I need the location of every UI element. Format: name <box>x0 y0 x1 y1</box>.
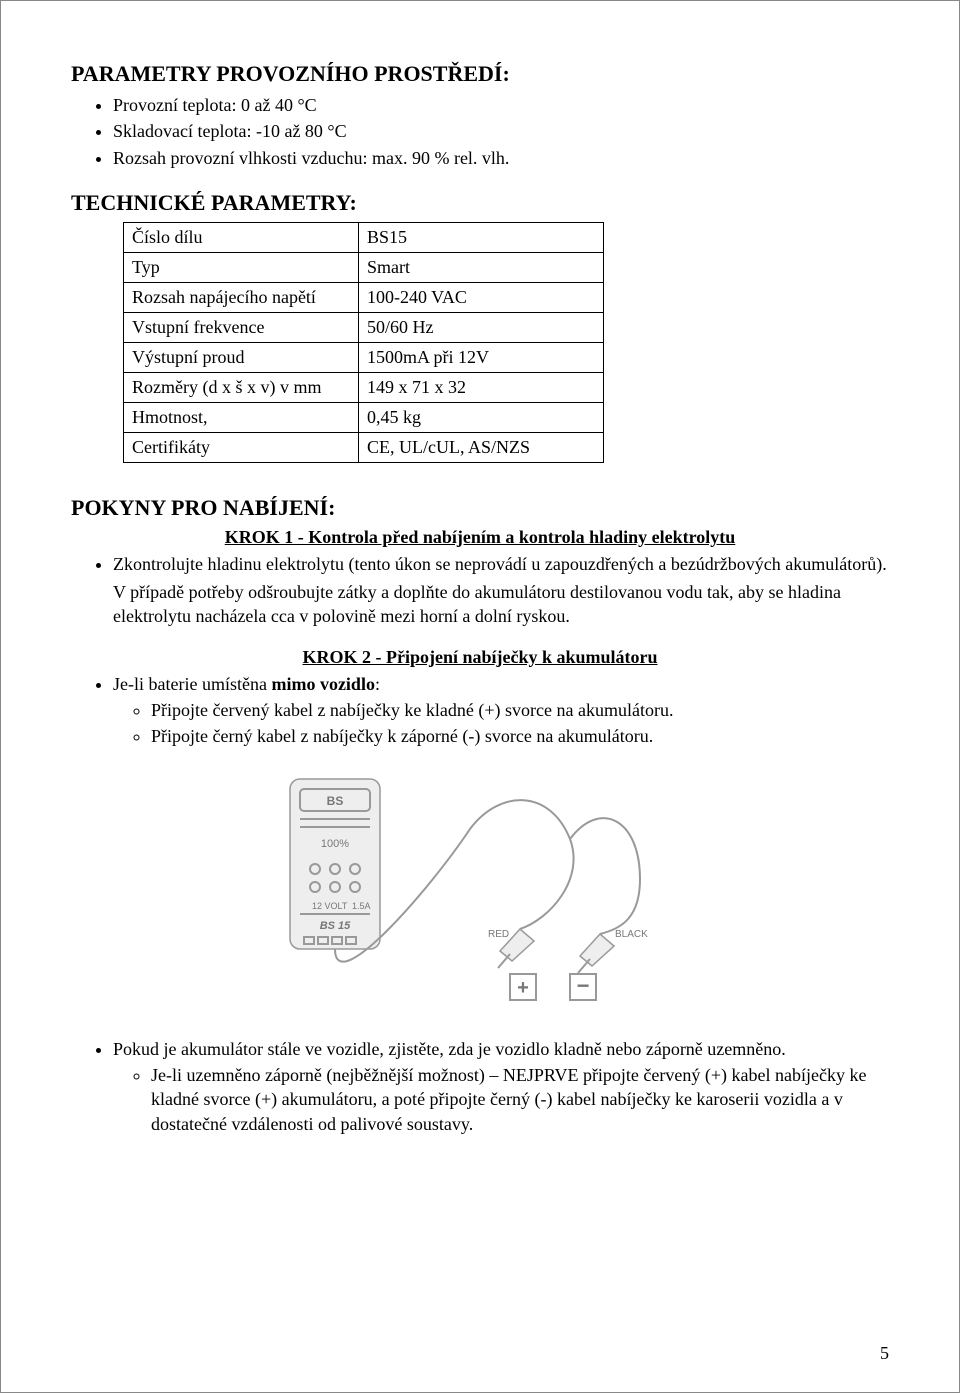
spec-value: 149 x 71 x 32 <box>359 372 604 402</box>
instr-heading: POKYNY PRO NABÍJENÍ: <box>71 495 889 521</box>
spec-label: Rozměry (d x š x v) v mm <box>124 372 359 402</box>
spec-value: 100-240 VAC <box>359 282 604 312</box>
wiring-figure: BS 100% 12 VOLT 1.5A BS 15 RED <box>71 769 889 1009</box>
env-item: Provozní teplota: 0 až 40 °C <box>113 93 889 117</box>
spec-label: Rozsah napájecího napětí <box>124 282 359 312</box>
spec-value: 50/60 Hz <box>359 312 604 342</box>
step1-bullet: Zkontrolujte hladinu elektrolytu (tento … <box>113 552 889 576</box>
fig-black-label: BLACK <box>615 929 648 940</box>
spec-value: 1500mA při 12V <box>359 342 604 372</box>
step2-sublist: Připojte červený kabel z nabíječky ke kl… <box>113 698 889 749</box>
page: PARAMETRY PROVOZNÍHO PROSTŘEDÍ: Provozní… <box>0 0 960 1393</box>
spec-label: Výstupní proud <box>124 342 359 372</box>
env-heading: PARAMETRY PROVOZNÍHO PROSTŘEDÍ: <box>71 61 889 87</box>
tech-heading: TECHNICKÉ PARAMETRY: <box>71 190 889 216</box>
spec-table: Číslo díluBS15 TypSmart Rozsah napájecíh… <box>123 222 604 463</box>
spec-value: Smart <box>359 252 604 282</box>
fig-plus: + <box>517 977 529 999</box>
spec-label: Vstupní frekvence <box>124 312 359 342</box>
step3-list: Pokud je akumulátor stále ve vozidle, zj… <box>71 1037 889 1136</box>
step1-list: Zkontrolujte hladinu elektrolytu (tento … <box>71 552 889 576</box>
fig-brand: BS <box>327 794 344 808</box>
table-row: Hmotnost,0,45 kg <box>124 402 604 432</box>
step2-list: Je-li baterie umístěna mimo vozidlo: Při… <box>71 672 889 749</box>
env-list: Provozní teplota: 0 až 40 °C Skladovací … <box>71 93 889 170</box>
step2-lead: Je-li baterie umístěna <box>113 674 271 694</box>
step2-tail: : <box>375 674 380 694</box>
page-number: 5 <box>880 1343 889 1364</box>
step1-title: KROK 1 - Kontrola před nabíjením a kontr… <box>71 527 889 548</box>
spec-value: CE, UL/cUL, AS/NZS <box>359 432 604 462</box>
step2-bullet: Je-li baterie umístěna mimo vozidlo: Při… <box>113 672 889 749</box>
wiring-diagram-icon: BS 100% 12 VOLT 1.5A BS 15 RED <box>270 769 690 1009</box>
fig-line2: 12 VOLT <box>312 901 348 911</box>
spec-value: 0,45 kg <box>359 402 604 432</box>
spec-label: Číslo dílu <box>124 222 359 252</box>
step1-para: V případě potřeby odšroubujte zátky a do… <box>113 580 889 629</box>
table-row: Rozsah napájecího napětí100-240 VAC <box>124 282 604 312</box>
fig-minus: − <box>577 973 590 998</box>
step2-sub: Připojte černý kabel z nabíječky k zápor… <box>151 724 889 748</box>
table-row: CertifikátyCE, UL/cUL, AS/NZS <box>124 432 604 462</box>
step3-sublist: Je-li uzemněno záporně (nejběžnější možn… <box>113 1063 889 1136</box>
spec-value: BS15 <box>359 222 604 252</box>
fig-model: BS 15 <box>320 920 351 932</box>
fig-red-label: RED <box>488 929 509 940</box>
table-row: Rozměry (d x š x v) v mm149 x 71 x 32 <box>124 372 604 402</box>
env-item: Rozsah provozní vlhkosti vzduchu: max. 9… <box>113 146 889 170</box>
fig-line3: 1.5A <box>352 901 371 911</box>
black-clamp-icon <box>578 934 614 973</box>
step2-title: KROK 2 - Připojení nabíječky k akumuláto… <box>71 647 889 668</box>
table-row: TypSmart <box>124 252 604 282</box>
env-item: Skladovací teplota: -10 až 80 °C <box>113 119 889 143</box>
spec-label: Hmotnost, <box>124 402 359 432</box>
step2-sub: Připojte červený kabel z nabíječky ke kl… <box>151 698 889 722</box>
spec-label: Typ <box>124 252 359 282</box>
table-row: Vstupní frekvence50/60 Hz <box>124 312 604 342</box>
table-row: Číslo díluBS15 <box>124 222 604 252</box>
step3-bullet: Pokud je akumulátor stále ve vozidle, zj… <box>113 1037 889 1136</box>
step3-text: Pokud je akumulátor stále ve vozidle, zj… <box>113 1039 786 1059</box>
spec-label: Certifikáty <box>124 432 359 462</box>
step2-bold: mimo vozidlo <box>271 674 375 694</box>
table-row: Výstupní proud1500mA při 12V <box>124 342 604 372</box>
step3-sub: Je-li uzemněno záporně (nejběžnější možn… <box>151 1063 889 1136</box>
fig-line1: 100% <box>321 838 349 850</box>
